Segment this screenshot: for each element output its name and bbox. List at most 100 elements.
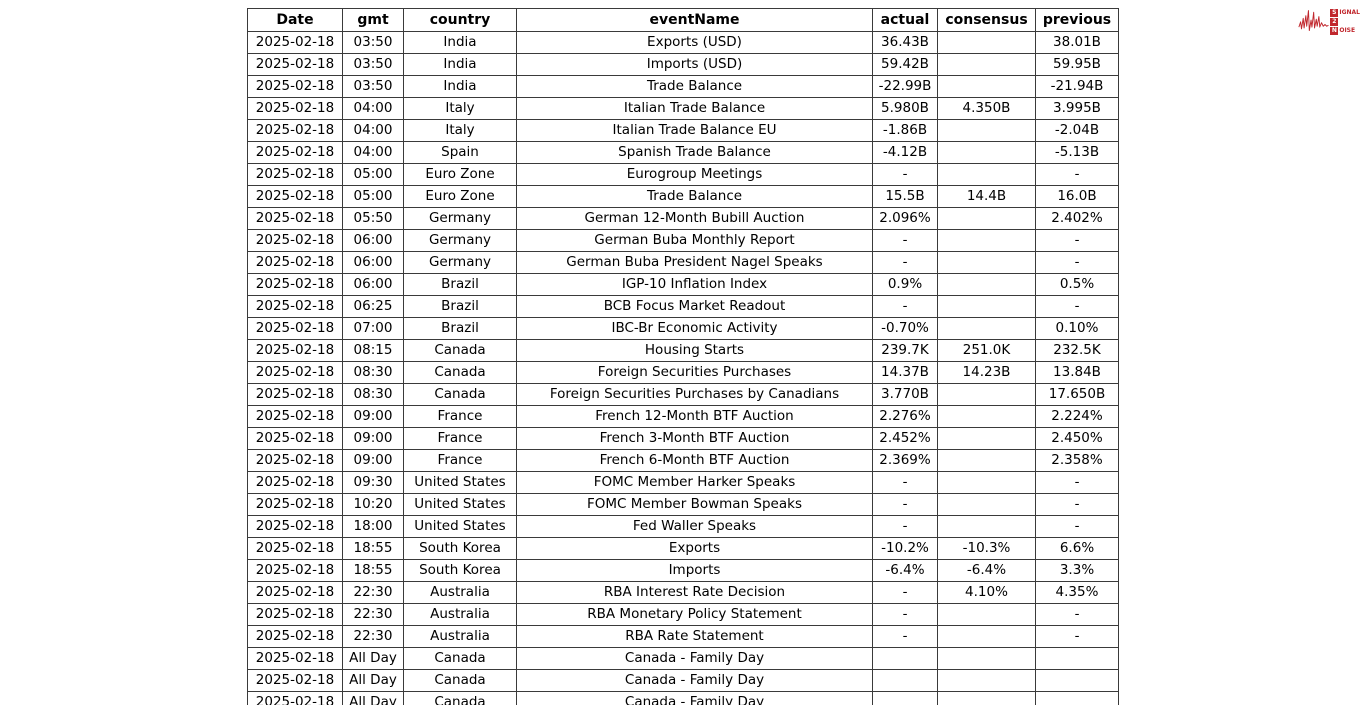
column-header-consensus[interactable]: consensus	[937, 8, 1036, 32]
cell-previous: -	[1035, 603, 1119, 626]
cell-consensus	[937, 405, 1036, 428]
table-row[interactable]: 2025-02-18 22:30 Australia RBA Rate Stateme…	[247, 625, 1119, 648]
cell-gmt: 04:00	[342, 97, 404, 120]
table-row[interactable]: 2025-02-18 04:00 Italy Italian Trade Balanc…	[247, 97, 1119, 120]
table-row[interactable]: 2025-02-18 04:00 Spain Spanish Trade Balanc…	[247, 141, 1119, 164]
cell-eventName: Eurogroup Meetings	[516, 163, 873, 186]
cell-consensus: 14.4B	[937, 185, 1036, 208]
cell-date: 2025-02-18	[247, 449, 343, 472]
cell-eventName: French 12-Month BTF Auction	[516, 405, 873, 428]
table-row[interactable]: 2025-02-18 08:15 Canada Housing Starts 239.7…	[247, 339, 1119, 362]
table-row[interactable]: 2025-02-18 03:50 India Exports (USD) 36.43B 3…	[247, 31, 1119, 54]
cell-eventName: German Buba Monthly Report	[516, 229, 873, 252]
cell-eventName: Canada - Family Day	[516, 691, 873, 705]
table-row[interactable]: 2025-02-18 09:30 United States FOMC Member …	[247, 471, 1119, 494]
table-row[interactable]: 2025-02-18 All Day Canada Canada - Family D…	[247, 647, 1119, 670]
column-header-country[interactable]: country	[403, 8, 517, 32]
table-row[interactable]: 2025-02-18 22:30 Australia RBA Interest Rat…	[247, 581, 1119, 604]
table-row[interactable]: 2025-02-18 04:00 Italy Italian Trade Balanc…	[247, 119, 1119, 142]
cell-previous: 2.402%	[1035, 207, 1119, 230]
column-header-gmt[interactable]: gmt	[342, 8, 404, 32]
cell-gmt: 18:55	[342, 537, 404, 560]
table-row[interactable]: 2025-02-18 10:20 United States FOMC Member …	[247, 493, 1119, 516]
cell-previous: 6.6%	[1035, 537, 1119, 560]
cell-country: Brazil	[403, 295, 517, 318]
table-row[interactable]: 2025-02-18 06:00 Germany German Buba Monthl…	[247, 229, 1119, 252]
cell-consensus	[937, 273, 1036, 296]
table-row[interactable]: 2025-02-18 08:30 Canada Foreign Securities …	[247, 361, 1119, 384]
table-row[interactable]: 2025-02-18 06:25 Brazil BCB Focus Market Re…	[247, 295, 1119, 318]
cell-actual: 2.276%	[872, 405, 938, 428]
cell-actual: -	[872, 493, 938, 516]
table-row[interactable]: 2025-02-18 09:00 France French 6-Month BTF …	[247, 449, 1119, 472]
table-row[interactable]: 2025-02-18 09:00 France French 3-Month BTF …	[247, 427, 1119, 450]
table-row[interactable]: 2025-02-18 06:00 Germany German Buba Presid…	[247, 251, 1119, 274]
cell-consensus: 14.23B	[937, 361, 1036, 384]
table-row[interactable]: 2025-02-18 18:00 United States Fed Waller S…	[247, 515, 1119, 538]
cell-actual: 2.096%	[872, 207, 938, 230]
cell-consensus	[937, 119, 1036, 142]
cell-previous	[1035, 691, 1119, 705]
cell-previous: -5.13B	[1035, 141, 1119, 164]
cell-previous: 2.224%	[1035, 405, 1119, 428]
cell-actual: 2.369%	[872, 449, 938, 472]
column-header-date[interactable]: Date	[247, 8, 343, 32]
table-row[interactable]: 2025-02-18 09:00 France French 12-Month BTF…	[247, 405, 1119, 428]
column-header-eventName[interactable]: eventName	[516, 8, 873, 32]
table-row[interactable]: 2025-02-18 18:55 South Korea Exports -10.2% -…	[247, 537, 1119, 560]
cell-country: Canada	[403, 361, 517, 384]
table-row[interactable]: 2025-02-18 03:50 India Trade Balance -22.99B…	[247, 75, 1119, 98]
table-row[interactable]: 2025-02-18 All Day Canada Canada - Family D…	[247, 691, 1119, 705]
cell-actual: 2.452%	[872, 427, 938, 450]
cell-eventName: Imports	[516, 559, 873, 582]
cell-actual	[872, 647, 938, 670]
table-row[interactable]: 2025-02-18 All Day Canada Canada - Family D…	[247, 669, 1119, 692]
cell-eventName: Canada - Family Day	[516, 669, 873, 692]
cell-eventName: Foreign Securities Purchases by Canadian…	[516, 383, 873, 406]
cell-date: 2025-02-18	[247, 471, 343, 494]
table-row[interactable]: 2025-02-18 05:00 Euro Zone Trade Balance 15.…	[247, 185, 1119, 208]
cell-previous: 59.95B	[1035, 53, 1119, 76]
cell-date: 2025-02-18	[247, 97, 343, 120]
table-row[interactable]: 2025-02-18 18:55 South Korea Imports -6.4% -6…	[247, 559, 1119, 582]
cell-consensus	[937, 75, 1036, 98]
cell-previous: -	[1035, 251, 1119, 274]
economic-calendar-table-wrapper: Date gmt country eventName actual consensus pr…	[247, 8, 1119, 705]
cell-date: 2025-02-18	[247, 625, 343, 648]
cell-eventName: FOMC Member Bowman Speaks	[516, 493, 873, 516]
cell-gmt: 08:30	[342, 383, 404, 406]
cell-actual: -	[872, 229, 938, 252]
cell-actual: -6.4%	[872, 559, 938, 582]
cell-actual: 3.770B	[872, 383, 938, 406]
column-header-previous[interactable]: previous	[1035, 8, 1119, 32]
table-row[interactable]: 2025-02-18 07:00 Brazil IBC-Br Economic Act…	[247, 317, 1119, 340]
cell-date: 2025-02-18	[247, 75, 343, 98]
cell-country: Germany	[403, 229, 517, 252]
cell-date: 2025-02-18	[247, 691, 343, 705]
table-body: 2025-02-18 03:50 India Exports (USD) 36.43B 3…	[247, 31, 1119, 705]
logo-wordmark: S IGNAL 2 N OISE	[1330, 8, 1360, 35]
cell-previous: -	[1035, 295, 1119, 318]
cell-eventName: Imports (USD)	[516, 53, 873, 76]
cell-eventName: Trade Balance	[516, 185, 873, 208]
table-row[interactable]: 2025-02-18 03:50 India Imports (USD) 59.42B 5…	[247, 53, 1119, 76]
cell-previous: 2.450%	[1035, 427, 1119, 450]
table-row[interactable]: 2025-02-18 08:30 Canada Foreign Securities …	[247, 383, 1119, 406]
cell-consensus	[937, 163, 1036, 186]
cell-previous: -21.94B	[1035, 75, 1119, 98]
table-row[interactable]: 2025-02-18 05:50 Germany German 12-Month Bu…	[247, 207, 1119, 230]
cell-eventName: Spanish Trade Balance	[516, 141, 873, 164]
cell-previous: 17.650B	[1035, 383, 1119, 406]
cell-previous: -2.04B	[1035, 119, 1119, 142]
logo-line-noise: N OISE	[1330, 26, 1360, 35]
cell-gmt: 08:15	[342, 339, 404, 362]
cell-previous: -	[1035, 515, 1119, 538]
table-row[interactable]: 2025-02-18 06:00 Brazil IGP-10 Inflation In…	[247, 273, 1119, 296]
cell-country: Brazil	[403, 317, 517, 340]
table-row[interactable]: 2025-02-18 05:00 Euro Zone Eurogroup Meetin…	[247, 163, 1119, 186]
cell-eventName: FOMC Member Harker Speaks	[516, 471, 873, 494]
table-row[interactable]: 2025-02-18 22:30 Australia RBA Monetary Pol…	[247, 603, 1119, 626]
column-header-actual[interactable]: actual	[872, 8, 938, 32]
waveform-icon	[1298, 10, 1329, 32]
cell-date: 2025-02-18	[247, 405, 343, 428]
